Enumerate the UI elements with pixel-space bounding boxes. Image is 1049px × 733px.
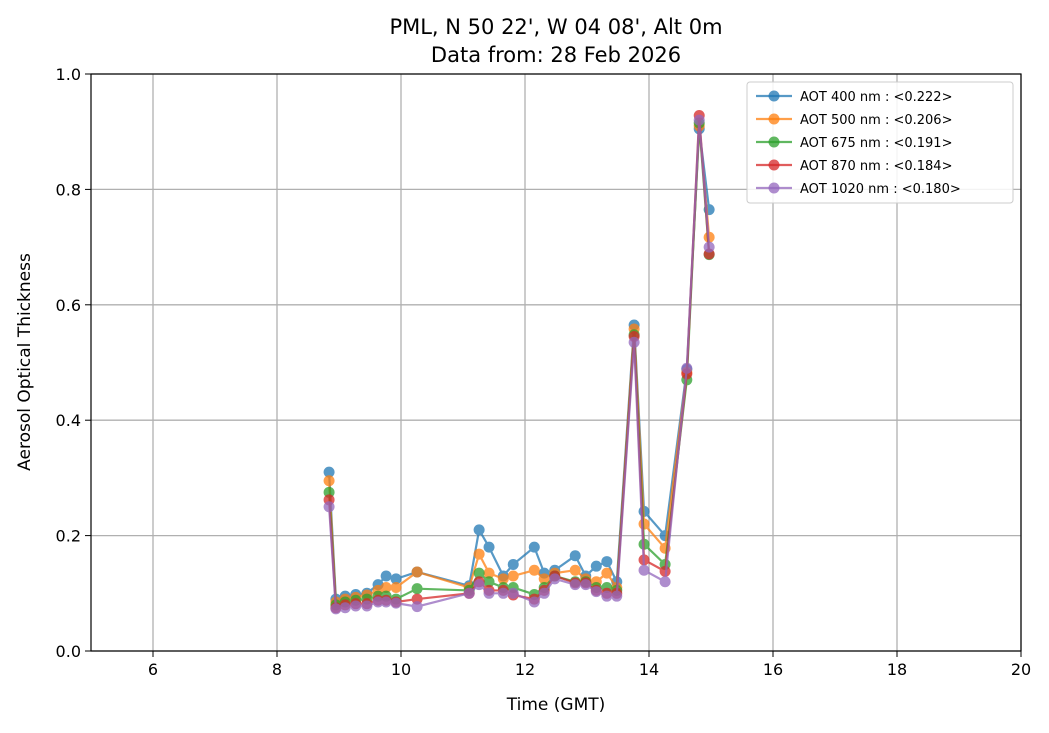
legend-marker — [768, 182, 780, 194]
x-tick-label: 12 — [515, 660, 535, 679]
data-point — [323, 466, 335, 478]
data-point — [549, 573, 561, 585]
series-1 — [323, 120, 715, 608]
y-tick-label: 0.8 — [56, 180, 81, 199]
data-point — [361, 600, 373, 612]
data-point — [528, 596, 540, 608]
legend-label: AOT 870 nm : <0.184> — [800, 159, 952, 174]
y-tick-label: 1.0 — [56, 65, 81, 84]
y-tick-label: 0.4 — [56, 411, 81, 430]
x-tick-label: 20 — [1011, 660, 1031, 679]
legend-label: AOT 1020 nm : <0.180> — [800, 182, 961, 197]
legend-box — [746, 81, 1014, 204]
data-point — [483, 567, 495, 579]
data-point — [390, 573, 402, 585]
data-point — [323, 501, 335, 513]
y-axis-label: Aerosol Optical Thickness — [15, 253, 35, 471]
chart-subtitle: Data from: 28 Feb 2026 — [431, 43, 681, 67]
data-point — [483, 541, 495, 553]
series-0 — [323, 123, 715, 605]
x-tick-label: 10 — [391, 660, 411, 679]
legend-marker — [768, 136, 780, 148]
series-line — [327, 128, 711, 601]
data-point — [380, 596, 392, 608]
series-line — [327, 125, 711, 604]
legend-marker — [768, 113, 780, 125]
legend-marker — [768, 159, 780, 171]
data-point — [507, 570, 519, 582]
data-point — [601, 556, 613, 568]
data-point — [372, 596, 384, 608]
axes-frame — [90, 73, 1022, 652]
series-line — [327, 120, 711, 611]
data-point — [473, 548, 485, 560]
data-point — [350, 600, 362, 612]
data-point — [473, 524, 485, 536]
data-point — [528, 564, 540, 576]
data-point — [590, 560, 602, 572]
data-point — [390, 597, 402, 609]
data-point — [611, 590, 623, 602]
data-point — [569, 579, 581, 591]
data-point — [380, 582, 392, 594]
ticks: 6 8 10 12 14 16 18 20 0.0 0.2 0.4 0.6 0.8 1.0 — [56, 65, 1032, 679]
data-point — [473, 567, 485, 579]
y-tick-label: 0.2 — [56, 527, 81, 546]
x-axis-label: Time (GMT) — [506, 695, 606, 715]
series-4 — [323, 114, 715, 615]
data-point — [411, 566, 423, 578]
data-point — [463, 587, 475, 599]
data-point — [507, 587, 519, 599]
data-point — [380, 570, 392, 582]
legend-marker — [768, 90, 780, 102]
data-point — [411, 583, 423, 595]
chart-title: PML, N 50 22', W 04 08', Alt 0m — [389, 15, 722, 39]
data-point — [601, 567, 613, 579]
data-point — [411, 601, 423, 613]
data-point — [681, 362, 693, 374]
data-point — [601, 590, 613, 602]
legend-item: AOT 675 nm : <0.191> — [756, 136, 952, 151]
legend-item: AOT 1020 nm : <0.180> — [756, 182, 961, 197]
data-point — [538, 587, 550, 599]
x-tick-label: 14 — [639, 660, 659, 679]
data-point — [580, 579, 592, 591]
legend-label: AOT 675 nm : <0.191> — [800, 136, 952, 151]
data-point — [569, 564, 581, 576]
data-point — [497, 573, 509, 585]
data-point — [528, 541, 540, 553]
data-point — [390, 582, 402, 594]
data-point — [483, 576, 495, 588]
legend-label: AOT 500 nm : <0.206> — [800, 113, 952, 128]
data-point — [638, 564, 650, 576]
legend-label: AOT 400 nm : <0.222> — [800, 90, 952, 105]
x-tick-label: 16 — [763, 660, 783, 679]
data-point — [323, 475, 335, 487]
legend-item: AOT 870 nm : <0.184> — [756, 159, 952, 174]
legend: AOT 400 nm : <0.222> AOT 500 nm : <0.206>… — [746, 81, 1014, 204]
data-point — [473, 579, 485, 591]
legend-item: AOT 400 nm : <0.222> — [756, 90, 952, 105]
y-tick-label: 0.0 — [56, 642, 81, 661]
legend-item: AOT 500 nm : <0.206> — [756, 113, 952, 128]
x-tick-label: 6 — [148, 660, 158, 679]
data-point — [659, 576, 671, 588]
data-point — [703, 241, 715, 253]
data-point — [330, 603, 342, 615]
x-tick-label: 8 — [272, 660, 282, 679]
data-point — [590, 586, 602, 598]
data-point — [507, 558, 519, 570]
data-point — [693, 114, 705, 126]
data-point — [497, 587, 509, 599]
y-tick-label: 0.6 — [56, 296, 81, 315]
plot-area — [323, 110, 715, 615]
data-point — [339, 602, 351, 614]
data-point — [483, 587, 495, 599]
data-point — [569, 550, 581, 562]
data-point — [538, 573, 550, 585]
data-point — [628, 336, 640, 348]
x-tick-label: 18 — [887, 660, 907, 679]
